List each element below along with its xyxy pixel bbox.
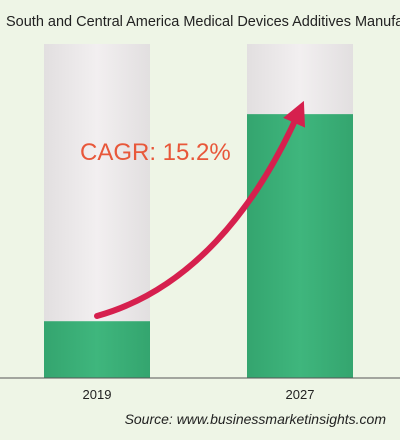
cagr-arrow	[94, 100, 306, 319]
source-credit: Source: www.businessmarketinsights.com	[124, 411, 386, 427]
x-tick-label-2019: 2019	[83, 387, 112, 402]
cagr-annotation: CAGR: 15.2%	[80, 139, 231, 166]
x-tick-label-2027: 2027	[286, 387, 315, 402]
bar-2019	[44, 321, 150, 378]
chart-title: South and Central America Medical Device…	[6, 14, 400, 30]
bar-2027	[247, 114, 353, 378]
